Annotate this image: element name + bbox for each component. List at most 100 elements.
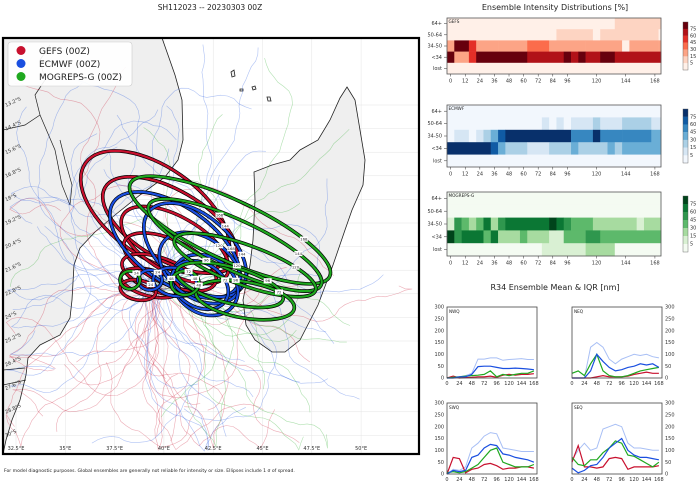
heatmap-cell [563, 230, 586, 244]
heatmap-cell [549, 40, 579, 52]
x-tick-label: 96 [493, 477, 499, 483]
x-tick-label: 120 [629, 477, 639, 483]
heatmap-cell [476, 40, 499, 52]
heatmap-cell [454, 51, 470, 64]
heatmap-cell [600, 129, 608, 143]
gefs-track [135, 277, 225, 449]
ecmwf-track [16, 106, 169, 292]
heatmap-frame [446, 104, 662, 168]
x-tick-label: 72 [535, 79, 541, 85]
x-tick-label: 12 [462, 261, 468, 267]
x-tick-label: 36 [491, 79, 497, 85]
heatmap-cell [447, 243, 543, 257]
ecmwf-ellipse-24h [136, 268, 164, 292]
ellipse-hour-label: 48 [193, 276, 198, 281]
ecmwf-track [68, 109, 159, 285]
r34-panel-neq: NEQ 0 50 100 150 200 250 300 0 24 48 72 96 120 144 168 [570, 305, 674, 387]
mogreps-g-ellipse-label-72h: 72 [275, 289, 283, 295]
heatmap-cell [578, 51, 586, 64]
comoros-islands [230, 69, 272, 102]
heatmap-cell [658, 29, 662, 41]
y-tick-label: 100 [434, 448, 444, 454]
ecmwf-ellipse-label-120h: 120 [232, 263, 241, 269]
legend-gefs: GEFS (00Z) [39, 47, 90, 57]
heatmap-cell [600, 117, 623, 131]
ellipse-label-bg [231, 277, 240, 283]
colorbar-segment [683, 28, 688, 36]
gefs-track [5, 284, 162, 397]
mogreps-g-ellipse-24h [118, 269, 142, 291]
colorbar-segment [683, 244, 688, 253]
colorbar-segment [683, 56, 688, 64]
heatmap-cell [498, 40, 528, 52]
mogreps-g-ellipse-144h [146, 197, 324, 293]
x-tick-label: 144 [642, 381, 652, 387]
row-label: 34-50 [427, 44, 442, 50]
heatmap-cell [483, 129, 492, 143]
heatmap-cell [483, 217, 492, 231]
ecmwf-mean-line [446, 443, 535, 475]
row-label: 34-50 [427, 222, 442, 228]
heatmap-cell [498, 217, 506, 231]
x-tick-label: 60 [520, 172, 526, 178]
longitude-labels: 32.5°E 35°E 37.5°E 40°E 42.5°E 45°E 47.5°E 50°E [8, 446, 368, 452]
figure-title: SH112023 -- 20230303 00Z [158, 3, 262, 12]
legend-ecmwf: ECMWF (00Z) [39, 60, 100, 70]
heatmap-gefs: 64+ 50-64 34-50 <34 lost GEFS 0 12 24 36 48 60 72 84 9… [427, 17, 696, 85]
ecmwf-track [7, 270, 148, 301]
heatmap-cell [454, 230, 462, 244]
ellipse-hour-label: 168 [300, 237, 308, 242]
r34-frame [571, 402, 663, 475]
ellipse-label-bg [221, 223, 230, 229]
ecmwf-mean-line [447, 365, 534, 379]
ecmwf-mean-line [572, 353, 660, 379]
x-tick-label: 168 [650, 172, 660, 178]
y-tick-label: 150 [434, 436, 444, 442]
heatmap-cell [563, 117, 572, 131]
x-tick-label: 24 [581, 381, 587, 387]
heatmap-cell [447, 105, 662, 118]
colorbar-segment [683, 220, 688, 229]
heatmap-cell [505, 230, 521, 244]
heatmap-cell [614, 18, 662, 30]
gefs-ellipse-label-24h: 24 [146, 281, 155, 288]
ecmwf-track [148, 281, 328, 384]
y-tick-label: 0 [665, 376, 668, 382]
heatmap-cell [563, 217, 572, 231]
y-tick-label: 250 [665, 412, 675, 418]
heatmap-cell [585, 51, 601, 64]
ellipse-stroke [118, 269, 142, 291]
heatmap-cell [571, 51, 579, 64]
ellipse-stroke [173, 232, 317, 298]
row-label: 34-50 [427, 134, 442, 140]
r34-frame [446, 306, 538, 379]
ellipse-label-bg [263, 278, 272, 284]
heatmap-cell [527, 142, 550, 155]
ellipse-label-bg [167, 275, 176, 281]
gefs-track [55, 277, 144, 432]
ecmwf-track [116, 114, 202, 277]
y-tick-label: 200 [665, 424, 675, 430]
colorbar-segment [683, 42, 688, 50]
colorbar-tick: 45 [690, 130, 696, 136]
ellipse-stroke [128, 175, 332, 285]
ecmwf-track [37, 82, 152, 286]
ellipse-hour-label: 24 [155, 270, 160, 275]
quadrant-label: NWQ [449, 309, 460, 314]
gefs-track [144, 283, 177, 442]
heatmap-cell [643, 217, 662, 231]
heatmap-cell [461, 230, 484, 244]
r34-panel-nwq: NWQ 0 50 100 150 200 250 300 0 24 48 72 96 120 144 168 [434, 305, 538, 387]
x-tick-label: 48 [594, 477, 600, 483]
colorbar-tick: 45 [690, 40, 696, 46]
gefs-track [9, 285, 169, 372]
heatmap-cell [527, 230, 550, 244]
y-tick-label: 300 [665, 401, 675, 407]
colorbar-tick: 60 [690, 33, 696, 39]
y-tick-label: 0 [441, 472, 444, 478]
footer-note: For model diagnostic purposes. Global en… [4, 468, 295, 474]
heatmap-cell [563, 51, 572, 64]
mogreps-g-track [168, 280, 304, 451]
x-tick-label: 120 [592, 172, 602, 178]
